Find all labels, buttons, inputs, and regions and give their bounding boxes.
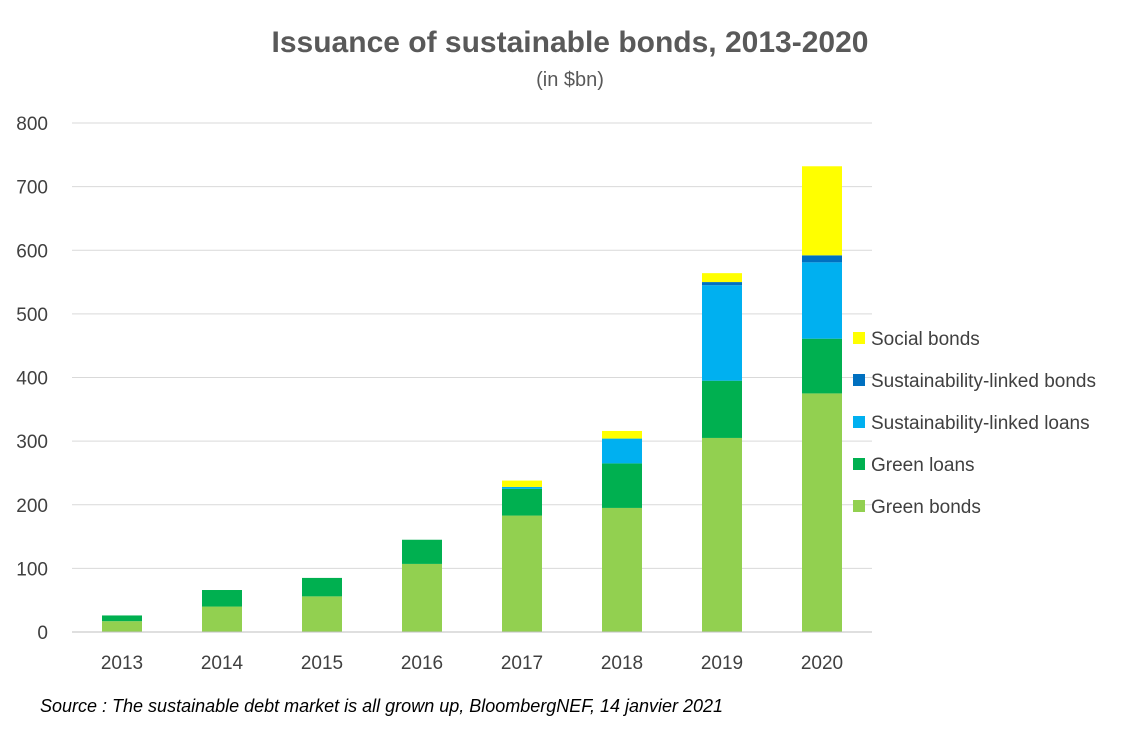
bar-2018-social-bonds [602,430,642,439]
x-axis-ticks: 2013 2014 2015 2016 2017 2018 2019 2020 [101,653,843,674]
legend-label: Social bonds [871,329,980,350]
legend-swatch [853,416,865,428]
legend-swatch [853,332,865,344]
legend-swatch [853,374,865,386]
gridlines [72,122,872,569]
bar-2014-green-loans [202,590,242,607]
bar-2020-sustainability-linked-loans [802,262,842,339]
bar-2020-sustainability-linked-bonds [802,255,842,263]
y-tick-label: 600 [16,241,48,262]
bar-2019-social-bonds [702,273,742,283]
bar-2020-green-loans [802,338,842,394]
bar-2017-social-bonds [502,480,542,487]
bar-2017-green-loans [502,488,542,516]
y-tick-label: 300 [16,432,48,453]
x-tick-label: 2016 [401,653,443,674]
bar-2016-green-loans [402,539,442,564]
bar-2013-green-bonds [102,621,142,632]
bar-2015-green-loans [302,577,342,597]
bar-2016-green-bonds [402,563,442,632]
bar-2019-sustainability-linked-bonds [702,282,742,286]
x-tick-label: 2013 [101,653,143,674]
y-tick-label: 100 [16,559,48,580]
y-tick-label: 200 [16,496,48,517]
bar-2014-green-bonds [202,606,242,632]
bar-2019-sustainability-linked-loans [702,285,742,381]
legend-label: Sustainability-linked loans [871,413,1090,434]
bar-2020-social-bonds [802,166,842,256]
bar-2013-green-loans [102,615,142,622]
x-tick-label: 2017 [501,653,543,674]
legend-swatch [853,458,865,470]
y-tick-label: 500 [16,305,48,326]
legend: Social bonds Sustainability-linked bonds S… [853,329,1096,518]
bar-2017-green-bonds [502,515,542,632]
bar-2015-green-bonds [302,596,342,632]
bar-2020-green-bonds [802,393,842,632]
source-note: Source : The sustainable debt market is … [40,696,723,716]
bar-2019-green-loans [702,380,742,438]
y-tick-label: 0 [37,623,48,644]
x-tick-label: 2015 [301,653,343,674]
x-tick-label: 2018 [601,653,643,674]
bar-2018-green-loans [602,463,642,508]
x-tick-label: 2014 [201,653,244,674]
bar-2018-sustainability-linked-loans [602,438,642,464]
chart-title: Issuance of sustainable bonds, 2013-2020 [272,26,869,59]
bars [102,166,842,632]
chart-subtitle: (in $bn) [536,69,604,91]
x-tick-label: 2020 [801,653,843,674]
y-tick-label: 400 [16,369,48,390]
x-tick-label: 2019 [701,653,743,674]
legend-label: Green bonds [871,497,981,518]
bar-2017-sustainability-linked-loans [502,486,542,489]
legend-label: Sustainability-linked bonds [871,371,1096,392]
y-tick-label: 800 [16,114,48,135]
bar-2018-green-bonds [602,507,642,632]
legend-label: Green loans [871,455,975,476]
legend-swatch [853,500,865,512]
bar-2019-green-bonds [702,437,742,632]
y-axis-ticks: 0 100 200 300 400 500 600 700 800 [16,114,48,644]
y-tick-label: 700 [16,178,48,199]
